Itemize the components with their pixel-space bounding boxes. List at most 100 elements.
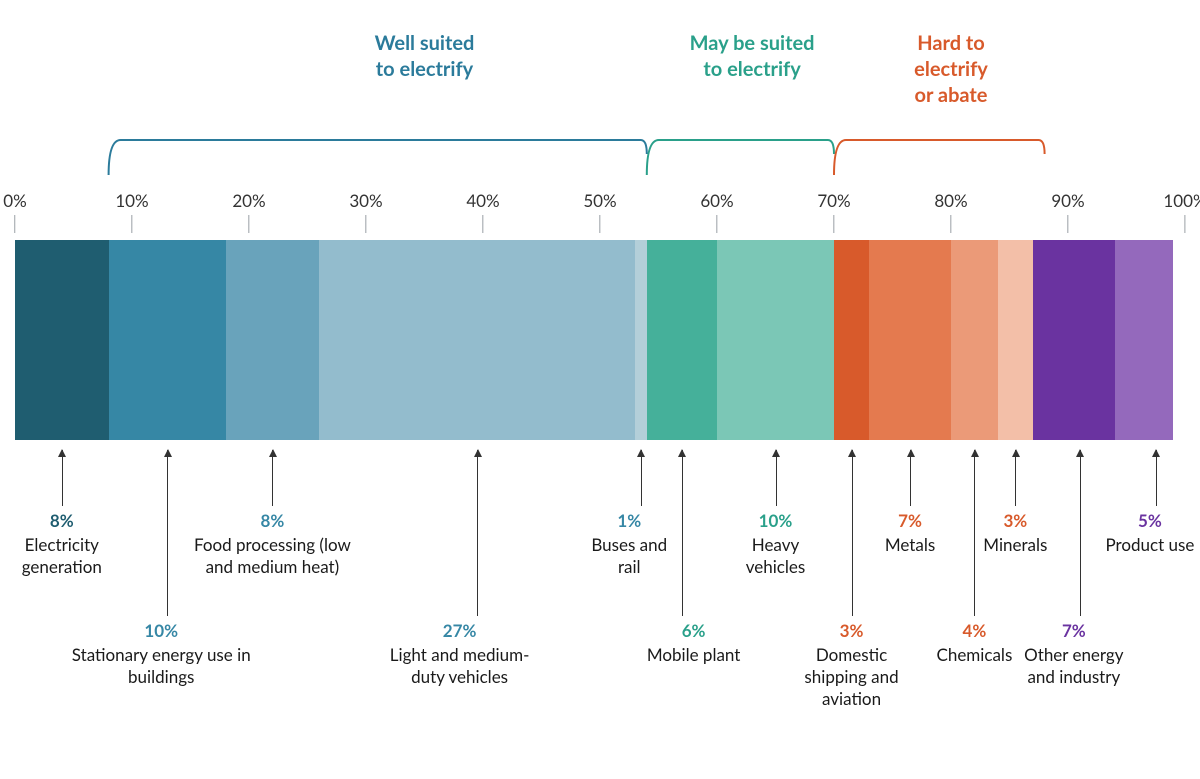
axis-tick-line <box>15 215 16 233</box>
annotation-label: Electricity generation <box>3 534 120 578</box>
annotation-heavy-veh: 10%Heavy vehicles <box>723 510 828 578</box>
annotation-mobile-plant: 6%Mobile plant <box>647 620 741 666</box>
axis-tick: 90% <box>1051 190 1084 233</box>
category-brackets <box>0 120 1200 190</box>
annotation-pct: 7% <box>1015 620 1132 642</box>
axis-tick-line <box>131 215 132 233</box>
segment-minerals <box>998 240 1033 440</box>
axis-tick: 40% <box>466 190 499 233</box>
category-label-hard: Hard toelectrifyor abate <box>914 30 988 108</box>
annotation-minerals: 3%Minerals <box>969 510 1063 556</box>
segment-food-proc <box>226 240 320 440</box>
stacked-bar <box>15 240 1185 440</box>
category-label-may-suited: May be suitedto electrify <box>690 30 815 82</box>
annotation-label: Minerals <box>969 534 1063 556</box>
annotation-pct: 7% <box>869 510 951 532</box>
axis-tick-label: 0% <box>3 190 27 211</box>
segment-shipping-av <box>834 240 869 440</box>
segment-buses-rail <box>635 240 647 440</box>
axis-tick: 80% <box>934 190 967 233</box>
annotation-shipping-av: 3%Domestic shipping and aviation <box>787 620 916 710</box>
annotation-arrow <box>1080 450 1081 616</box>
annotation-label: Heavy vehicles <box>723 534 828 578</box>
axis-tick: 0% <box>3 190 27 233</box>
annotation-pct: 3% <box>969 510 1063 532</box>
annotation-arrow <box>776 450 777 506</box>
annotation-label: Chemicals <box>922 644 1027 666</box>
axis-tick: 30% <box>349 190 382 233</box>
annotation-arrow <box>910 450 911 506</box>
segment-other-energy <box>1033 240 1115 440</box>
annotation-pct: 10% <box>723 510 828 532</box>
annotation-stationary: 10%Stationary energy use in buildings <box>68 620 255 688</box>
annotation-pct: 8% <box>191 510 355 532</box>
axis-tick-line <box>248 215 249 233</box>
axis-tick-line <box>1185 215 1186 233</box>
bracket-path <box>834 140 1045 175</box>
percent-axis: 0% 10% 20% 30% 40% 50% 60% 70% 80% 90% 100% <box>0 190 1200 240</box>
annotation-label: Stationary energy use in buildings <box>68 644 255 688</box>
axis-tick-line <box>365 215 366 233</box>
annotation-product-use: 5%Product use <box>1103 510 1197 556</box>
annotation-pct: 27% <box>378 620 542 642</box>
axis-tick-label: 10% <box>115 190 148 211</box>
axis-tick: 10% <box>115 190 148 233</box>
axis-tick-line <box>716 215 717 233</box>
annotation-pct: 1% <box>582 510 676 532</box>
segment-chemicals <box>951 240 998 440</box>
annotation-arrow <box>1015 450 1016 506</box>
annotation-pct: 8% <box>3 510 120 532</box>
annotation-arrow <box>62 450 63 506</box>
axis-tick: 20% <box>232 190 265 233</box>
bracket-path <box>109 140 647 175</box>
axis-tick-line <box>950 215 951 233</box>
bracket-path <box>647 140 834 175</box>
annotation-arrow <box>167 450 168 616</box>
annotation-other-energy: 7%Other energy and industry <box>1015 620 1132 688</box>
axis-tick-label: 100% <box>1163 190 1200 211</box>
annotation-arrow <box>477 450 478 616</box>
segment-elec-gen <box>15 240 109 440</box>
annotation-label: Mobile plant <box>647 644 741 666</box>
segment-annotations: 8%Electricity generation10%Stationary en… <box>0 445 1200 775</box>
annotation-label: Light and medium-duty vehicles <box>378 644 542 688</box>
segment-stationary <box>109 240 226 440</box>
axis-tick-line <box>599 215 600 233</box>
segment-metals <box>869 240 951 440</box>
axis-tick-label: 40% <box>466 190 499 211</box>
annotation-elec-gen: 8%Electricity generation <box>3 510 120 578</box>
annotation-arrow <box>682 450 683 616</box>
annotation-label: Buses and rail <box>582 534 676 578</box>
axis-tick: 50% <box>583 190 616 233</box>
annotation-pct: 3% <box>787 620 916 642</box>
axis-tick: 70% <box>817 190 850 233</box>
axis-tick-label: 50% <box>583 190 616 211</box>
segment-heavy-veh <box>717 240 834 440</box>
axis-tick-label: 70% <box>817 190 850 211</box>
segment-product-use <box>1115 240 1174 440</box>
annotation-label: Domestic shipping and aviation <box>787 644 916 710</box>
segment-mobile-plant <box>647 240 717 440</box>
axis-tick-label: 20% <box>232 190 265 211</box>
annotation-arrow <box>852 450 853 616</box>
axis-tick: 60% <box>700 190 733 233</box>
annotation-buses-rail: 1%Buses and rail <box>582 510 676 578</box>
annotation-pct: 6% <box>647 620 741 642</box>
axis-tick-label: 80% <box>934 190 967 211</box>
annotation-chemicals: 4%Chemicals <box>922 620 1027 666</box>
axis-tick-label: 90% <box>1051 190 1084 211</box>
annotation-metals: 7%Metals <box>869 510 951 556</box>
annotation-pct: 10% <box>68 620 255 642</box>
category-label-well-suited: Well suitedto electrify <box>375 30 475 82</box>
annotation-pct: 5% <box>1103 510 1197 532</box>
segment-light-duty <box>319 240 635 440</box>
annotation-label: Product use <box>1103 534 1197 556</box>
annotation-arrow <box>641 450 642 506</box>
axis-tick-line <box>833 215 834 233</box>
axis-tick-label: 60% <box>700 190 733 211</box>
annotation-label: Food processing (low and medium heat) <box>191 534 355 578</box>
annotation-arrow <box>1156 450 1157 506</box>
annotation-pct: 4% <box>922 620 1027 642</box>
annotation-label: Metals <box>869 534 951 556</box>
annotation-arrow <box>272 450 273 506</box>
